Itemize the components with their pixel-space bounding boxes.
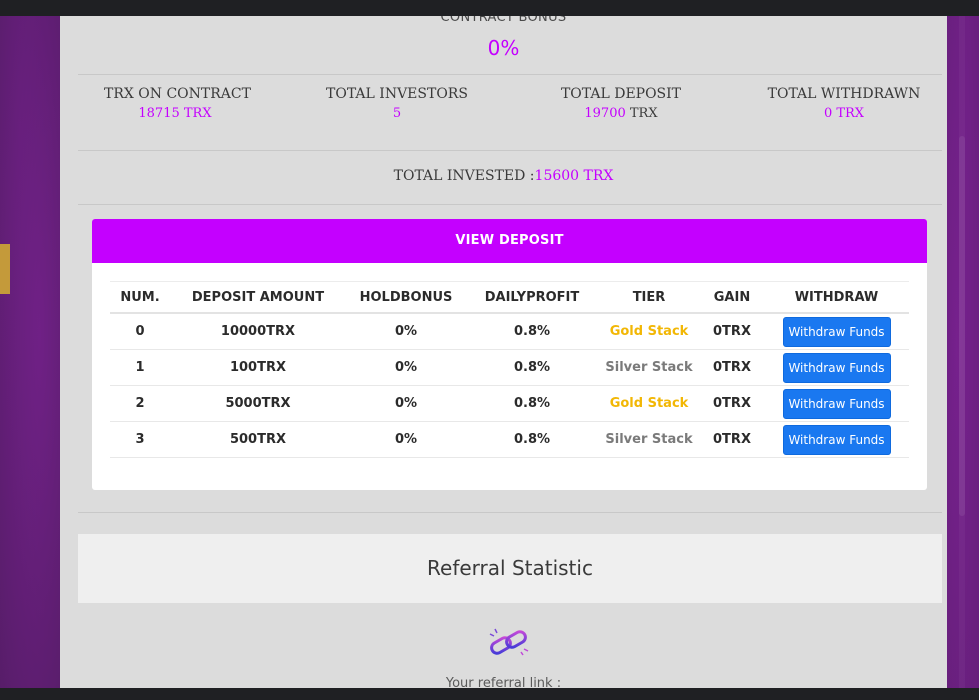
column-header: NUM. bbox=[110, 281, 170, 314]
stat-label: TOTAL INVESTORS bbox=[326, 86, 468, 102]
column-header: DAILYPROFIT bbox=[466, 281, 598, 314]
cell-num: 1 bbox=[110, 349, 170, 386]
stat-label: TOTAL DEPOSIT bbox=[560, 86, 682, 102]
cell-tier: Gold Stack bbox=[598, 385, 700, 422]
column-header: DEPOSIT AMOUNT bbox=[170, 281, 346, 314]
cell-tier: Silver Stack bbox=[598, 421, 700, 458]
stat-value: 0 TRX bbox=[823, 106, 865, 121]
cell-num: 2 bbox=[110, 385, 170, 422]
deposit-panel: VIEW DEPOSIT NUM. DEPOSIT AMOUNT HOLDBON… bbox=[92, 219, 927, 490]
cell-gain: 0TRX bbox=[700, 313, 764, 350]
background-accent-strip bbox=[0, 244, 10, 294]
cell-withdraw: Withdraw Funds bbox=[764, 421, 909, 458]
cell-deposit-amount: 500TRX bbox=[170, 421, 346, 458]
column-header: HOLDBONUS bbox=[346, 281, 466, 314]
scrollbar-track[interactable] bbox=[959, 16, 965, 688]
cell-holdbonus: 0% bbox=[346, 313, 466, 350]
cell-gain: 0TRX bbox=[700, 421, 764, 458]
cell-dailyprofit: 0.8% bbox=[466, 385, 598, 422]
stat-total-deposit: TOTAL DEPOSIT 19700 TRX bbox=[550, 86, 692, 121]
cell-num: 0 bbox=[110, 313, 170, 350]
link-icon bbox=[489, 628, 529, 656]
stat-label: TRX ON CONTRACT bbox=[104, 86, 251, 102]
stat-total-investors: TOTAL INVESTORS 5 bbox=[326, 86, 468, 121]
column-header: GAIN bbox=[700, 281, 764, 314]
page-background-left bbox=[0, 16, 60, 688]
referral-statistic-heading: Referral Statistic bbox=[78, 534, 942, 603]
withdraw-funds-button[interactable]: Withdraw Funds bbox=[782, 388, 891, 419]
cell-dailyprofit: 0.8% bbox=[466, 421, 598, 458]
cell-dailyprofit: 0.8% bbox=[466, 313, 598, 350]
table-row: 2 5000TRX 0% 0.8% Gold Stack 0TRX Withdr… bbox=[110, 385, 909, 422]
table-row: 1 100TRX 0% 0.8% Silver Stack 0TRX Withd… bbox=[110, 349, 909, 386]
cell-holdbonus: 0% bbox=[346, 421, 466, 458]
contract-bonus-label: CONTRACT BONUS bbox=[440, 16, 567, 25]
total-invested: TOTAL INVESTED :15600 TRX bbox=[60, 168, 947, 184]
column-header: TIER bbox=[598, 281, 700, 314]
contract-stats: TRX ON CONTRACT 18715 TRX TOTAL INVESTOR… bbox=[60, 86, 947, 132]
stat-trx-on-contract: TRX ON CONTRACT 18715 TRX bbox=[104, 86, 251, 121]
deposit-table: NUM. DEPOSIT AMOUNT HOLDBONUS DAILYPROFI… bbox=[110, 281, 909, 458]
divider bbox=[78, 150, 942, 151]
stat-value: 5 bbox=[392, 106, 402, 121]
contract-bonus-value: 0% bbox=[487, 36, 520, 60]
browser-bottom-bar bbox=[0, 688, 979, 700]
withdraw-funds-button[interactable]: Withdraw Funds bbox=[782, 352, 891, 383]
cell-deposit-amount: 5000TRX bbox=[170, 385, 346, 422]
cell-holdbonus: 0% bbox=[346, 349, 466, 386]
withdraw-funds-button[interactable]: Withdraw Funds bbox=[782, 424, 891, 455]
cell-tier: Silver Stack bbox=[598, 349, 700, 386]
referral-link-label: Your referral link : bbox=[445, 676, 562, 688]
cell-deposit-amount: 10000TRX bbox=[170, 313, 346, 350]
table-row: 0 10000TRX 0% 0.8% Gold Stack 0TRX Withd… bbox=[110, 313, 909, 350]
stat-total-withdrawn: TOTAL WITHDRAWN 0 TRX bbox=[760, 86, 928, 121]
cell-gain: 0TRX bbox=[700, 385, 764, 422]
stat-value: 18715 TRX bbox=[138, 106, 212, 121]
divider bbox=[78, 74, 942, 75]
cell-gain: 0TRX bbox=[700, 349, 764, 386]
cell-dailyprofit: 0.8% bbox=[466, 349, 598, 386]
cell-tier: Gold Stack bbox=[598, 313, 700, 350]
divider bbox=[78, 512, 942, 513]
view-deposit-header: VIEW DEPOSIT bbox=[92, 219, 927, 263]
stat-label: TOTAL WITHDRAWN bbox=[767, 86, 921, 102]
page-background-right bbox=[947, 16, 979, 688]
total-invested-label: TOTAL INVESTED : bbox=[393, 168, 535, 184]
modal-dialog: CONTRACT BONUS 0% TRX ON CONTRACT 18715 … bbox=[60, 16, 947, 688]
stat-value: 19700 TRX bbox=[584, 106, 658, 121]
scrollbar-thumb[interactable] bbox=[959, 136, 965, 516]
cell-holdbonus: 0% bbox=[346, 385, 466, 422]
cell-deposit-amount: 100TRX bbox=[170, 349, 346, 386]
cell-num: 3 bbox=[110, 421, 170, 458]
withdraw-funds-button[interactable]: Withdraw Funds bbox=[782, 316, 891, 347]
cell-withdraw: Withdraw Funds bbox=[764, 349, 909, 386]
browser-top-bar bbox=[0, 0, 979, 16]
cell-withdraw: Withdraw Funds bbox=[764, 385, 909, 422]
table-row: 3 500TRX 0% 0.8% Silver Stack 0TRX Withd… bbox=[110, 421, 909, 458]
total-invested-value: 15600 TRX bbox=[534, 168, 614, 184]
divider bbox=[78, 204, 942, 205]
column-header: WITHDRAW bbox=[764, 281, 909, 314]
table-header-row: NUM. DEPOSIT AMOUNT HOLDBONUS DAILYPROFI… bbox=[110, 281, 909, 314]
cell-withdraw: Withdraw Funds bbox=[764, 313, 909, 350]
